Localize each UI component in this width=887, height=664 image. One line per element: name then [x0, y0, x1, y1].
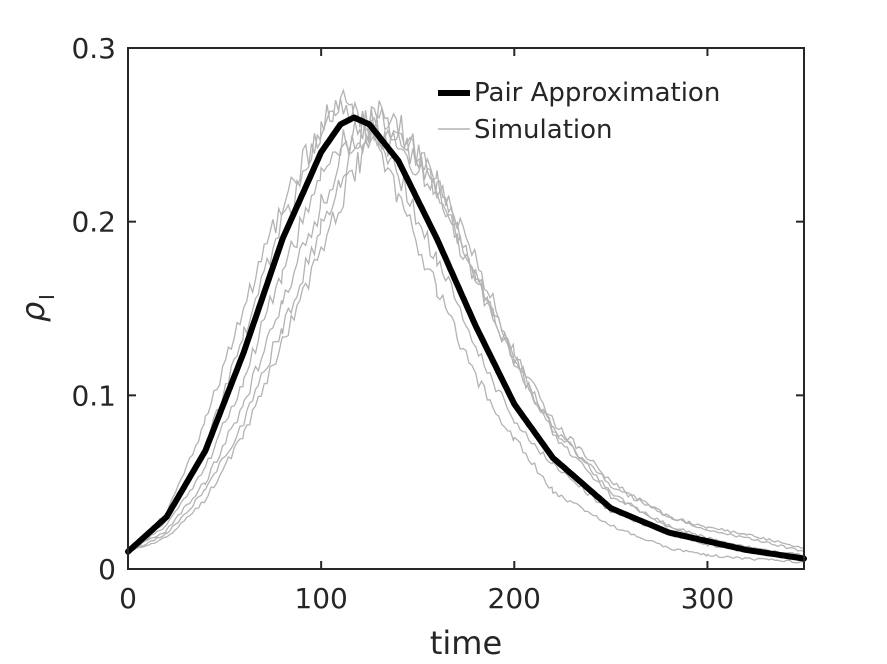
- axis-ticks: [127, 47, 804, 570]
- y-tick-label: 0.1: [71, 379, 116, 412]
- y-tick-label: 0.2: [71, 206, 116, 239]
- x-tick-label: 100: [294, 582, 347, 615]
- simulation-run-4: [127, 119, 805, 557]
- y-axis-label: ρ: [14, 302, 52, 322]
- legend: Pair Approximation Simulation: [438, 78, 720, 145]
- legend-label-simulation: Simulation: [474, 115, 613, 145]
- y-axis-label-subscript: I: [35, 294, 59, 300]
- y-axis-label-group: ρ I: [14, 294, 59, 322]
- pair-approximation-line: [125, 114, 807, 562]
- legend-label-pair-approximation: Pair Approximation: [474, 78, 720, 108]
- x-tick-label: 0: [119, 582, 137, 615]
- simulation-run-2: [127, 98, 805, 564]
- simulation-run-3: [127, 108, 805, 553]
- y-tick-label: 0: [98, 553, 116, 586]
- axis-tick-labels: 0 100 200 300 0 0.1 0.2 0.3: [71, 32, 734, 615]
- simulation-run-6: [127, 130, 805, 552]
- x-tick-label: 300: [681, 582, 734, 615]
- axes-box: [127, 47, 805, 570]
- x-tick-label: 200: [488, 582, 541, 615]
- x-axis-label: time: [430, 624, 502, 662]
- plot-series: [125, 88, 807, 564]
- y-tick-label: 0.3: [71, 32, 116, 65]
